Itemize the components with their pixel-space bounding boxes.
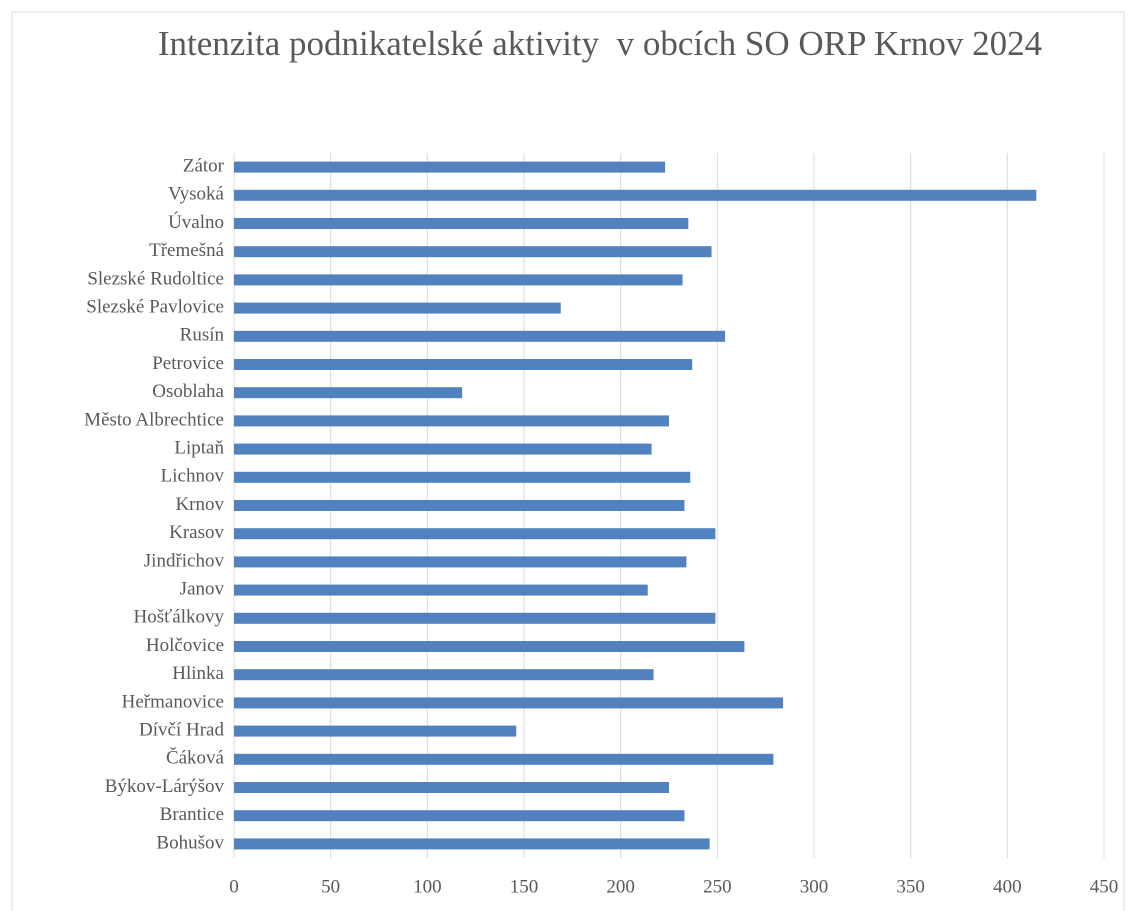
bar	[234, 753, 774, 765]
y-tick-label: Slezské Rudoltice	[87, 268, 224, 289]
bar	[234, 528, 716, 540]
y-tick-label: Bohušov	[156, 832, 224, 853]
y-tick-label: Hlinka	[172, 663, 224, 684]
chart-frame	[11, 11, 1125, 911]
x-tick-label: 400	[993, 876, 1022, 897]
x-tick-label: 0	[229, 876, 239, 897]
bar	[234, 669, 654, 681]
y-tick-label: Jindřichov	[144, 550, 225, 571]
x-tick-label: 450	[1090, 876, 1119, 897]
bar	[234, 359, 693, 370]
y-tick-label: Petrovice	[152, 353, 224, 374]
bar	[234, 415, 669, 427]
y-tick-label: Brantice	[160, 804, 224, 825]
x-tick-label: 350	[896, 876, 925, 897]
y-tick-label: Krnov	[175, 494, 224, 515]
bar	[234, 387, 463, 399]
bar	[234, 302, 561, 314]
y-tick-label: Slezské Pavlovice	[86, 296, 224, 317]
y-tick-label: Hošťálkovy	[134, 607, 225, 628]
y-tick-label: Dívčí Hrad	[139, 719, 224, 740]
y-tick-label: Třemešná	[149, 240, 224, 261]
bar	[234, 274, 683, 286]
bar	[234, 246, 712, 258]
bar	[234, 330, 726, 342]
x-tick-label: 50	[321, 876, 340, 897]
bar	[234, 556, 687, 568]
bar	[234, 471, 691, 483]
y-tick-label: Čáková	[166, 747, 225, 769]
y-tick-label: Krasov	[169, 522, 224, 543]
bar	[234, 725, 517, 737]
y-tick-label: Město Albrechtice	[84, 409, 224, 430]
bar	[234, 584, 648, 596]
y-tick-label: Býkov-Lárýšov	[105, 776, 225, 797]
y-tick-label: Heřmanovice	[122, 691, 224, 712]
bar	[234, 612, 716, 624]
x-tick-label: 200	[606, 876, 635, 897]
bar	[234, 161, 666, 173]
y-tick-label: Holčovice	[146, 635, 224, 656]
y-tick-label: Janov	[180, 578, 225, 599]
x-tick-label: 250	[703, 876, 732, 897]
bar	[234, 782, 669, 793]
bar	[234, 641, 745, 652]
bar	[234, 838, 710, 850]
bar	[234, 697, 784, 709]
bar	[234, 189, 1037, 201]
y-tick-label: Rusín	[180, 325, 225, 346]
x-tick-label: 300	[800, 876, 829, 897]
y-tick-label: Vysoká	[168, 184, 225, 205]
bar	[234, 218, 689, 229]
y-tick-label: Zátor	[183, 155, 225, 176]
bar	[234, 500, 685, 511]
x-tick-label: 100	[413, 876, 442, 897]
y-tick-label: Úvalno	[168, 211, 224, 233]
y-tick-label: Osoblaha	[152, 381, 224, 402]
chart-title: Intenzita podnikatelské aktivity v obcíc…	[157, 24, 1043, 63]
y-tick-label: Lichnov	[161, 466, 225, 487]
bar	[234, 810, 685, 822]
y-tick-label: Liptaň	[174, 437, 224, 458]
bar	[234, 443, 652, 455]
x-tick-label: 150	[510, 876, 539, 897]
